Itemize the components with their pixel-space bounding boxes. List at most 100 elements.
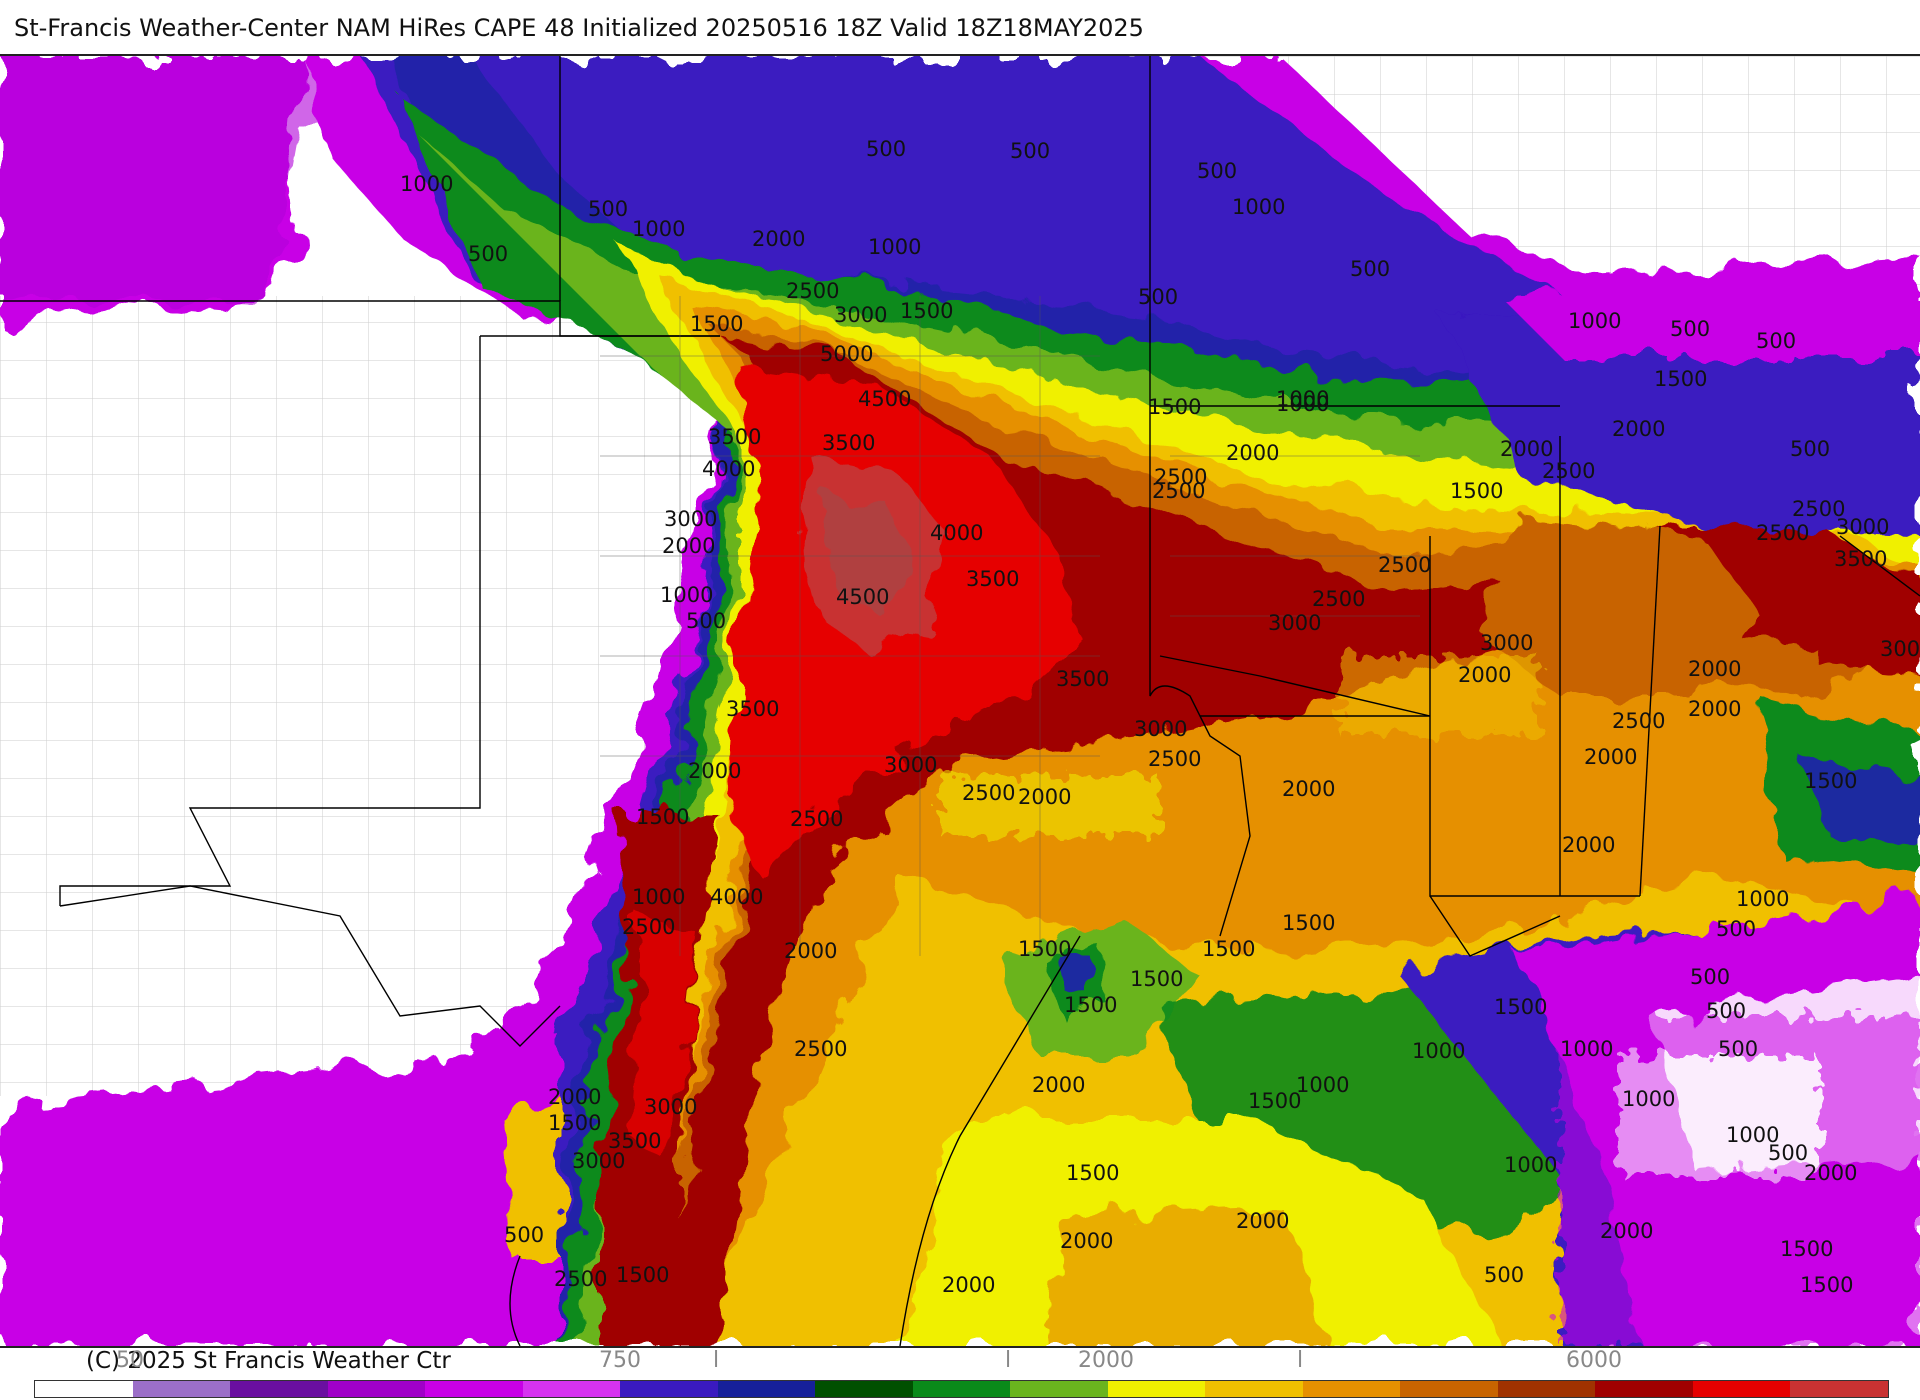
- map-label: 1000: [660, 583, 713, 607]
- map-label: 500: [1790, 437, 1830, 461]
- map-label: 4000: [710, 885, 763, 909]
- map-label: 1500: [900, 299, 953, 323]
- map-label: 1000: [1276, 387, 1329, 411]
- county-borders: [600, 296, 1420, 956]
- map-label: 3000: [1134, 717, 1187, 741]
- map-label: 1000: [632, 217, 685, 241]
- map-label: 500: [1197, 159, 1237, 183]
- colorbar-segment: [1010, 1381, 1108, 1397]
- map-label: 2500: [1148, 747, 1201, 771]
- colorbar-tick-label: l: [1296, 1348, 1304, 1373]
- map-label: 500: [1716, 917, 1756, 941]
- map-label: 2500: [790, 807, 843, 831]
- map-label: 500: [1768, 1141, 1808, 1165]
- colorbar: [34, 1380, 1889, 1398]
- colorbar-segment: [327, 1381, 425, 1397]
- map-label: 2000: [1236, 1209, 1289, 1233]
- map-label: 2500: [554, 1267, 607, 1291]
- map-label: 2000: [942, 1273, 995, 1297]
- map-label: 4000: [930, 521, 983, 545]
- map-label: 1000: [1504, 1153, 1557, 1177]
- colorbar-segment: [230, 1381, 328, 1397]
- map-label: 1000: [1560, 1037, 1613, 1061]
- map-label: 1000: [1622, 1087, 1675, 1111]
- map-label: 1000: [1412, 1039, 1465, 1063]
- map-label: 1500: [690, 312, 743, 336]
- map-label: 3000: [1836, 515, 1889, 539]
- map-label: 500: [686, 609, 726, 633]
- map-label: 500: [866, 137, 906, 161]
- map-label: 2500: [786, 279, 839, 303]
- map-label: 1500: [1654, 367, 1707, 391]
- map-label: 3000: [664, 507, 717, 531]
- map-label: 500: [1138, 285, 1178, 309]
- map-label: 2000: [1500, 437, 1553, 461]
- map-label: 1000: [1568, 309, 1621, 333]
- map-label: 2000: [1804, 1161, 1857, 1185]
- map-label: 2500: [622, 915, 675, 939]
- map-label: 2500: [1154, 465, 1207, 489]
- map-label: 2000: [1612, 417, 1665, 441]
- map-label: 1000: [1296, 1073, 1349, 1097]
- map-label: 4500: [836, 585, 889, 609]
- map-label: 1500: [1450, 479, 1503, 503]
- colorbar-tick-label: 6000: [1566, 1348, 1622, 1373]
- map-label: 1500: [548, 1111, 601, 1135]
- map-label: 1500: [1800, 1273, 1853, 1297]
- map-label: 3000: [884, 753, 937, 777]
- map-label: 2000: [548, 1085, 601, 1109]
- map-label: 2500: [1612, 709, 1665, 733]
- colorbar-segment: [620, 1381, 718, 1397]
- map-label: 1500: [1018, 937, 1071, 961]
- map-label: 1500: [1494, 995, 1547, 1019]
- map-label: 3000: [1880, 637, 1920, 661]
- colorbar-segment: [1205, 1381, 1303, 1397]
- map-label: 500: [1484, 1263, 1524, 1287]
- map-label: 3500: [1056, 667, 1109, 691]
- colorbar-segment: [1107, 1381, 1205, 1397]
- colorbar-tick-label: l: [712, 1348, 720, 1373]
- map-label: 2000: [1018, 785, 1071, 809]
- map-label: 2000: [752, 227, 805, 251]
- colorbar-segment: [1400, 1381, 1498, 1397]
- colorbar-segment: [1302, 1381, 1400, 1397]
- map-title: St-Francis Weather-Center NAM HiRes CAPE…: [14, 14, 1144, 42]
- map-label: 2000: [1688, 657, 1741, 681]
- map-label: 2500: [1312, 587, 1365, 611]
- colorbar-segment: [1497, 1381, 1595, 1397]
- map-label: 3500: [822, 431, 875, 455]
- colorbar-segment: [425, 1381, 523, 1397]
- cape-speckles: [940, 656, 1920, 1346]
- map-label: 1000: [400, 172, 453, 196]
- map-label: 1000: [1726, 1123, 1779, 1147]
- map-label: 2500: [794, 1037, 847, 1061]
- map-label: 2000: [784, 939, 837, 963]
- map-label: 2000: [1562, 833, 1615, 857]
- colorbar-tick-label: 2000: [1078, 1348, 1134, 1373]
- map-label: 3500: [726, 697, 779, 721]
- colorbar-tick-label: l: [1004, 1348, 1012, 1373]
- colorbar-segment: [132, 1381, 230, 1397]
- map-label: 1000: [1276, 392, 1329, 416]
- cape-fields: [0, 56, 1920, 1346]
- map-label: 2500: [962, 781, 1015, 805]
- colorbar-segment: [815, 1381, 913, 1397]
- map-label: 500: [504, 1223, 544, 1247]
- map-label: 1500: [1064, 993, 1117, 1017]
- map-label: 2000: [1032, 1073, 1085, 1097]
- colorbar-tick-label: 50: [116, 1348, 144, 1373]
- map-label: 1500: [616, 1263, 669, 1287]
- map-label: 3000: [572, 1149, 625, 1173]
- map-label: 1000: [868, 235, 921, 259]
- colorbar-footer: (C) 2025 St Francis Weather Ctr 50 750 l l 2…: [0, 1346, 1920, 1400]
- map-label: 2000: [1458, 663, 1511, 687]
- colorbar-segment: [1790, 1381, 1888, 1397]
- map-label: 5000: [820, 342, 873, 366]
- map-label: 2500: [1756, 521, 1809, 545]
- map-label: 2000: [662, 534, 715, 558]
- colorbar-segment: [717, 1381, 815, 1397]
- map-label: 1000: [1736, 887, 1789, 911]
- map-label: 500: [1756, 329, 1796, 353]
- map-label: 500: [1690, 965, 1730, 989]
- map-label: 500: [1718, 1037, 1758, 1061]
